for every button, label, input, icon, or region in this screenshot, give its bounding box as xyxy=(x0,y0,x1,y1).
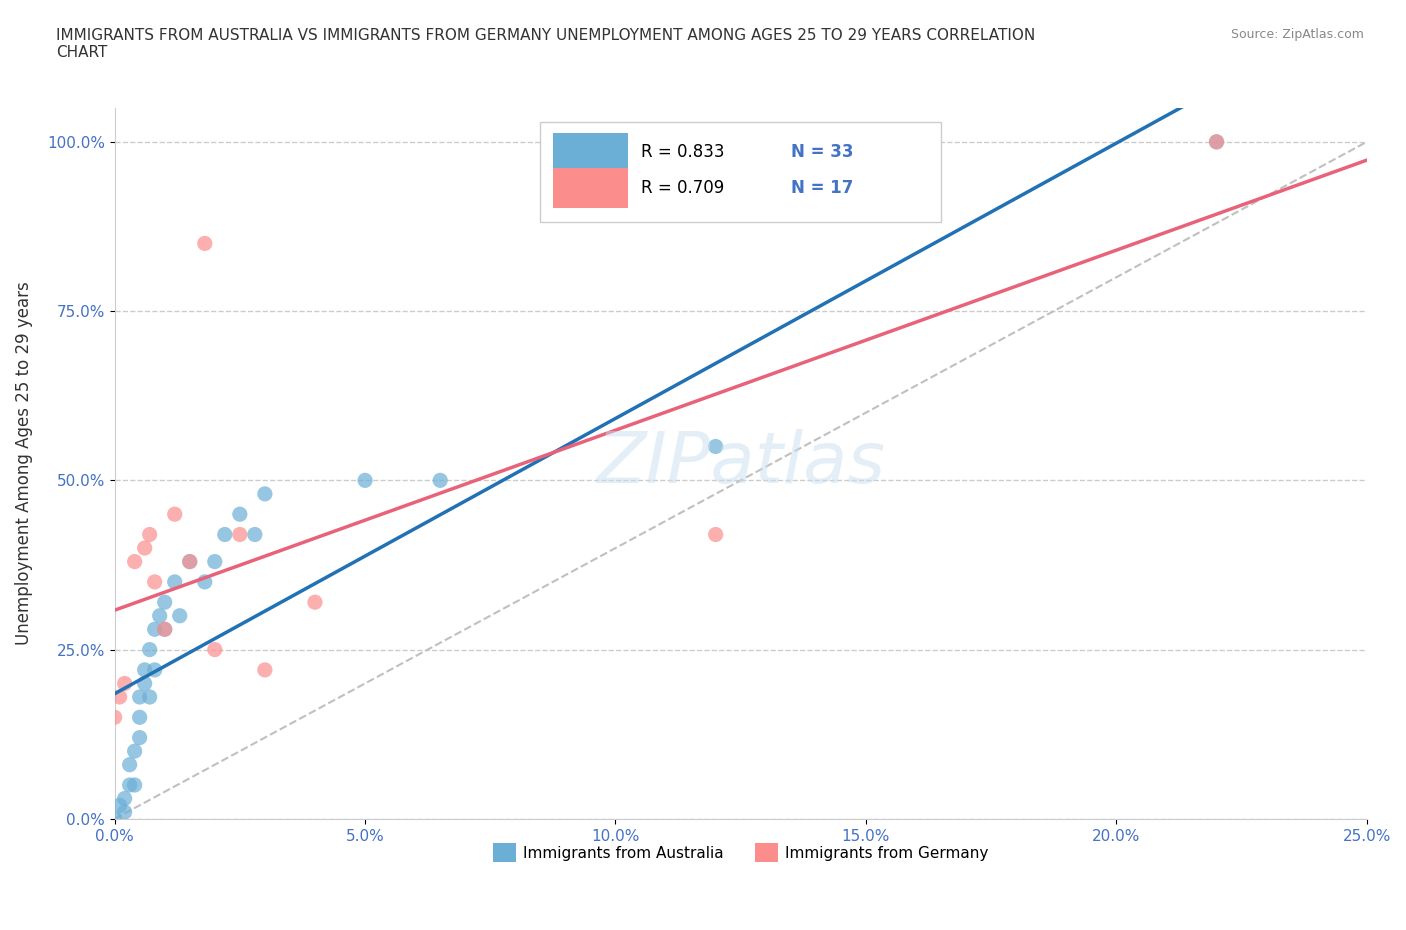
Point xyxy=(1205,135,1227,150)
Legend: Immigrants from Australia, Immigrants from Germany: Immigrants from Australia, Immigrants fr… xyxy=(486,837,994,868)
Text: R = 0.833: R = 0.833 xyxy=(641,143,724,161)
Text: R = 0.709: R = 0.709 xyxy=(641,179,724,196)
Point xyxy=(214,527,236,542)
Text: ZIPatlas: ZIPatlas xyxy=(596,429,886,498)
FancyBboxPatch shape xyxy=(540,122,941,221)
Point xyxy=(704,527,727,542)
Point xyxy=(143,662,166,677)
Point xyxy=(153,622,176,637)
Point xyxy=(104,811,127,826)
FancyBboxPatch shape xyxy=(553,168,628,207)
Point xyxy=(243,527,266,542)
Point xyxy=(163,507,186,522)
Point xyxy=(204,642,226,657)
Point xyxy=(304,595,326,610)
Point xyxy=(104,710,127,724)
Point xyxy=(128,710,150,724)
Point xyxy=(138,642,160,657)
Text: N = 33: N = 33 xyxy=(790,143,853,161)
Point xyxy=(143,622,166,637)
Point xyxy=(114,676,136,691)
Point xyxy=(134,676,156,691)
Point xyxy=(194,236,217,251)
Point xyxy=(153,622,176,637)
Point xyxy=(229,507,252,522)
Text: Source: ZipAtlas.com: Source: ZipAtlas.com xyxy=(1230,28,1364,41)
Point xyxy=(108,689,131,704)
Point xyxy=(134,662,156,677)
Point xyxy=(179,554,201,569)
Point xyxy=(124,777,146,792)
Point xyxy=(1205,135,1227,150)
Point xyxy=(118,777,141,792)
Point xyxy=(179,554,201,569)
Point xyxy=(124,744,146,759)
Point xyxy=(114,804,136,819)
Point xyxy=(194,575,217,590)
Point xyxy=(134,540,156,555)
Point xyxy=(128,730,150,745)
Text: IMMIGRANTS FROM AUSTRALIA VS IMMIGRANTS FROM GERMANY UNEMPLOYMENT AMONG AGES 25 : IMMIGRANTS FROM AUSTRALIA VS IMMIGRANTS … xyxy=(56,28,1035,60)
Text: N = 17: N = 17 xyxy=(790,179,853,196)
Point xyxy=(143,575,166,590)
Point xyxy=(149,608,172,623)
Point xyxy=(108,798,131,813)
FancyBboxPatch shape xyxy=(553,133,628,172)
Point xyxy=(163,575,186,590)
Point xyxy=(354,473,377,488)
Point xyxy=(229,527,252,542)
Point xyxy=(124,554,146,569)
Point xyxy=(114,791,136,806)
Point xyxy=(138,527,160,542)
Point xyxy=(429,473,451,488)
Y-axis label: Unemployment Among Ages 25 to 29 years: Unemployment Among Ages 25 to 29 years xyxy=(15,282,32,645)
Point xyxy=(169,608,191,623)
Point xyxy=(704,439,727,454)
Point xyxy=(204,554,226,569)
Point xyxy=(253,662,276,677)
Point xyxy=(138,689,160,704)
Point xyxy=(128,689,150,704)
Point xyxy=(153,595,176,610)
Point xyxy=(253,486,276,501)
Point xyxy=(118,757,141,772)
